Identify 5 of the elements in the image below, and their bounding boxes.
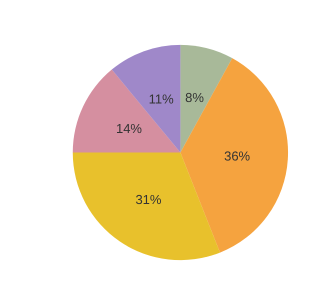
data-label: 36%: [224, 148, 251, 164]
data-label: 31%: [135, 192, 162, 207]
data-label: 11%: [148, 92, 174, 107]
data-label: 8%: [185, 90, 204, 105]
data-label: 14%: [116, 120, 142, 136]
